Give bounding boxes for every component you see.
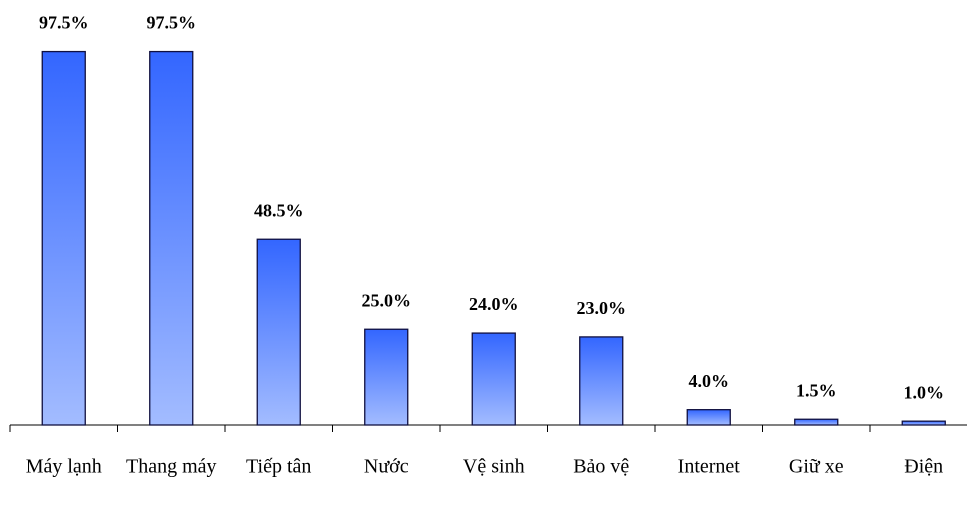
- value-label: 48.5%: [254, 200, 304, 220]
- x-tick-label: Điện: [904, 456, 943, 478]
- x-tick-label: Vệ sinh: [463, 456, 525, 478]
- bar: [901, 420, 946, 426]
- x-tick-label: Giữ xe: [789, 456, 844, 478]
- value-label: 4.0%: [689, 371, 730, 391]
- value-label: 97.5%: [147, 13, 197, 33]
- bar: [364, 328, 409, 426]
- x-tick-label: Internet: [678, 456, 741, 478]
- value-label: 23.0%: [577, 298, 627, 318]
- value-label: 24.0%: [469, 294, 519, 314]
- bar: [149, 50, 194, 426]
- value-label: 25.0%: [362, 290, 412, 310]
- x-tick-label: Tiếp tân: [246, 456, 311, 478]
- bar: [41, 50, 86, 426]
- x-tick-label: Bảo vệ: [573, 456, 629, 478]
- bar: [794, 418, 839, 426]
- value-label: 1.5%: [796, 380, 837, 400]
- x-tick-label: Nước: [364, 456, 409, 478]
- value-label: 1.0%: [904, 382, 945, 402]
- value-label: 97.5%: [39, 13, 89, 33]
- x-tick-label: Thang máy: [126, 456, 217, 478]
- bar: [686, 409, 731, 426]
- bar: [471, 332, 516, 426]
- bar: [579, 336, 624, 426]
- x-tick-label: Máy lạnh: [26, 456, 102, 478]
- bar: [256, 238, 301, 426]
